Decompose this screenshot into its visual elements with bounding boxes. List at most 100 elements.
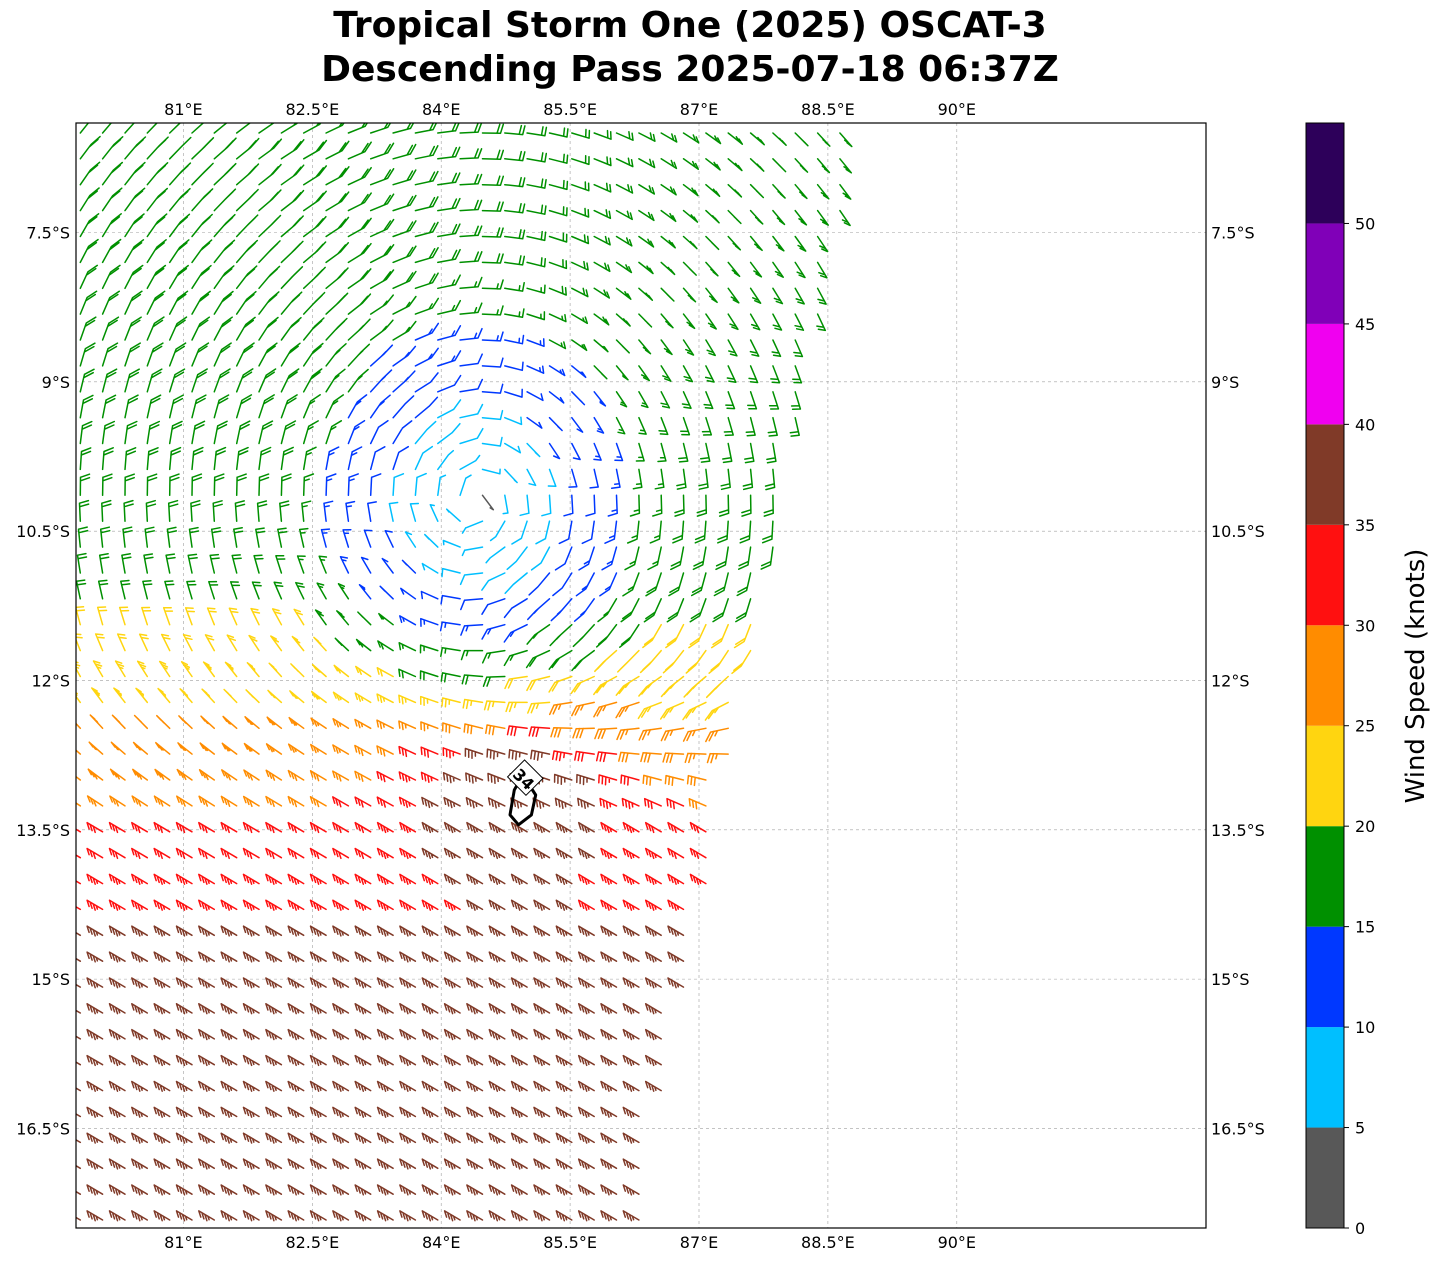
wind-barb xyxy=(597,598,618,623)
wind-barb xyxy=(376,1054,394,1067)
wind-barb xyxy=(302,394,321,419)
wind-barb xyxy=(220,899,238,911)
wind-barb xyxy=(310,743,327,755)
wind-barb xyxy=(108,847,126,860)
wind-barb xyxy=(109,768,126,781)
wind-barb xyxy=(79,123,90,134)
wind-barb xyxy=(86,1028,104,1041)
lat-tick-label: 15°S xyxy=(31,970,70,989)
wind-barb xyxy=(461,674,484,685)
title-line-1: Tropical Storm One (2025) OSCAT-3 xyxy=(333,5,1047,46)
wind-barb xyxy=(466,821,484,834)
wind-barb xyxy=(287,925,305,937)
wind-barb xyxy=(510,899,528,911)
wind-barb xyxy=(772,158,787,173)
wind-barb xyxy=(526,257,547,268)
wind-barb xyxy=(550,727,573,738)
wind-barb xyxy=(376,693,394,704)
wind-barb xyxy=(213,316,233,341)
wind-barb xyxy=(705,313,717,330)
wind-barb xyxy=(506,725,528,737)
wind-barb xyxy=(594,727,618,740)
wind-barb xyxy=(481,572,506,591)
wind-barb xyxy=(414,372,439,393)
lon-tick-label: 88.5°E xyxy=(801,100,855,119)
wind-barb xyxy=(325,473,337,497)
wind-barb xyxy=(258,394,275,419)
wind-barb xyxy=(816,261,828,279)
wind-barb xyxy=(198,1003,216,1015)
wind-barb xyxy=(607,494,618,517)
wind-barb xyxy=(555,1132,573,1144)
wind-barb xyxy=(124,123,136,134)
wind-barb xyxy=(271,608,283,626)
wind-barb xyxy=(86,1210,104,1222)
wind-barb xyxy=(124,136,147,160)
wind-barb xyxy=(535,520,551,545)
wind-barb xyxy=(156,714,171,730)
wind-barb xyxy=(369,294,394,315)
wind-barb xyxy=(504,229,526,240)
wind-barb xyxy=(347,123,369,134)
wind-barb xyxy=(504,572,528,595)
lat-tick-label: 10.5°S xyxy=(1211,522,1265,541)
wind-barb xyxy=(101,161,124,186)
colorbar-tick-label: 20 xyxy=(1355,817,1375,836)
wind-barb xyxy=(202,661,216,678)
wind-barb xyxy=(526,126,548,137)
wind-barb xyxy=(712,598,729,623)
wind-barb xyxy=(404,531,417,548)
wind-barb xyxy=(108,1106,126,1118)
wind-barb xyxy=(332,770,350,782)
wind-barb xyxy=(682,365,694,383)
wind-barb xyxy=(793,339,804,358)
wind-barb xyxy=(571,128,591,139)
wind-barb xyxy=(510,977,528,989)
wind-barb xyxy=(443,821,461,834)
wind-barb xyxy=(749,261,763,278)
wind-barb xyxy=(79,213,100,238)
wind-barb xyxy=(164,580,175,600)
wind-barb xyxy=(213,162,237,186)
wind-barb xyxy=(689,847,707,860)
wind-barb xyxy=(332,899,350,911)
wind-barb xyxy=(437,350,462,367)
wind-barb xyxy=(761,520,774,544)
wind-barb xyxy=(487,772,506,785)
wind-barb xyxy=(298,527,309,548)
wind-barb xyxy=(143,553,154,574)
wind-barb xyxy=(334,637,350,652)
wind-barb xyxy=(563,494,574,517)
wind-barb xyxy=(530,546,551,571)
wind-barb xyxy=(703,391,714,410)
wind-barb xyxy=(222,715,238,730)
wind-barb xyxy=(600,925,618,937)
wind-barb xyxy=(459,378,484,393)
wind-barb xyxy=(526,284,546,294)
wind-barb xyxy=(644,847,662,860)
wind-barb xyxy=(601,546,618,571)
wind-barb xyxy=(124,239,145,264)
wind-barb xyxy=(76,1190,82,1195)
wind-barb xyxy=(191,420,206,445)
wind-barb xyxy=(369,446,386,471)
wind-barb xyxy=(108,977,126,989)
wind-barb xyxy=(287,1132,305,1144)
wind-barb xyxy=(727,158,743,172)
wind-barb xyxy=(220,977,238,989)
wind-barb xyxy=(376,1028,394,1041)
wind-barb xyxy=(242,1028,260,1041)
wind-barb xyxy=(548,649,573,670)
wind-barb xyxy=(153,1003,171,1015)
wind-barb xyxy=(488,1158,506,1170)
wind-barb xyxy=(682,209,699,223)
wind-barb xyxy=(131,1158,149,1170)
wind-barb xyxy=(288,716,305,730)
wind-barb xyxy=(198,1028,216,1041)
wind-barb xyxy=(347,343,371,367)
wind-barb xyxy=(376,1210,394,1222)
wind-barb xyxy=(86,1106,104,1118)
wind-barb xyxy=(131,977,149,989)
wind-barb xyxy=(242,847,260,860)
wind-barb xyxy=(135,687,149,704)
